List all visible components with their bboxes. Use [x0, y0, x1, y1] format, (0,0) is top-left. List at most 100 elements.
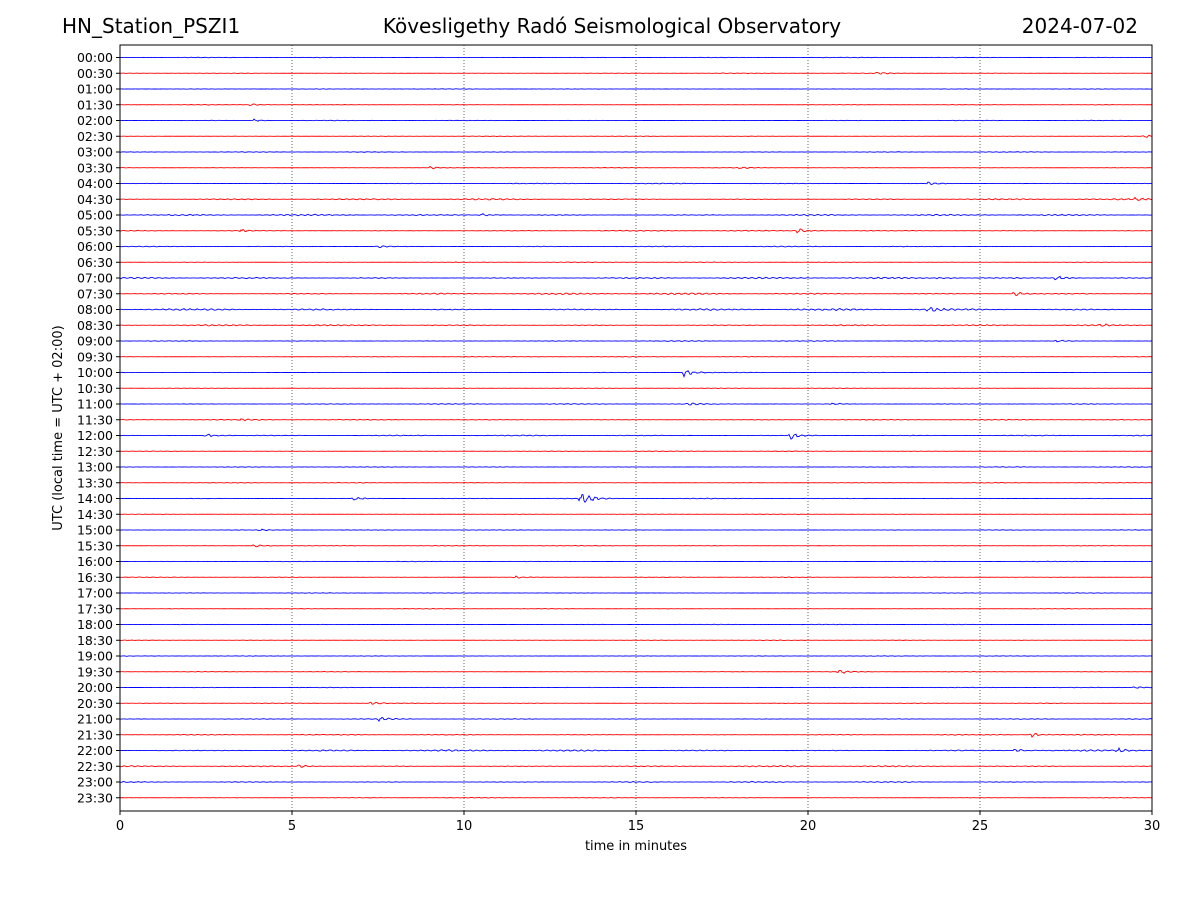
trace-0030 — [119, 71, 1153, 75]
y-tick-label: 05:00 — [77, 208, 113, 223]
trace-2200 — [119, 746, 1153, 753]
y-tick-label: 23:00 — [77, 775, 113, 790]
y-tick-label: 08:00 — [77, 302, 113, 317]
trace-layer — [119, 56, 1153, 799]
trace-0600 — [119, 245, 1153, 248]
y-tick-label: 01:00 — [77, 82, 113, 97]
y-tick-label: 23:30 — [77, 790, 113, 805]
trace-0130 — [119, 103, 1152, 107]
y-tick-label: 21:30 — [77, 727, 113, 742]
y-tick-label: 15:00 — [77, 523, 113, 538]
y-tick-label: 09:00 — [77, 334, 113, 349]
trace-1430 — [119, 513, 1153, 515]
trace-0230 — [119, 134, 1153, 138]
trace-2300 — [119, 781, 1152, 783]
y-axis-label: UTC (local time = UTC + 02:00) — [51, 325, 66, 530]
x-axis-label: time in minutes — [585, 839, 687, 854]
y-tick-label: 12:30 — [77, 444, 113, 459]
y-tick-label: 07:00 — [77, 271, 113, 286]
grid-layer — [291, 45, 981, 811]
y-tick-label: 10:30 — [77, 381, 113, 396]
trace-1930 — [119, 669, 1153, 674]
trace-0700 — [119, 275, 1153, 281]
y-tick-label: 18:30 — [77, 633, 113, 648]
x-tick-label: 20 — [800, 819, 817, 834]
trace-0100 — [120, 88, 1153, 90]
y-tick-label: 16:30 — [77, 570, 113, 585]
station-name: HN_Station_PSZI1 — [62, 14, 241, 38]
y-tick-label: 10:00 — [77, 365, 113, 380]
y-tick-label: 03:30 — [77, 160, 113, 175]
y-tick-label: 03:00 — [77, 145, 113, 160]
y-tick-label: 22:00 — [77, 743, 113, 758]
y-tick-label: 05:30 — [77, 223, 113, 238]
y-tick-label: 02:30 — [77, 129, 113, 144]
y-tick-label: 17:00 — [77, 586, 113, 601]
trace-1200 — [119, 433, 1153, 440]
trace-1830 — [119, 639, 1153, 641]
trace-1630 — [119, 575, 1153, 579]
y-tick-label: 15:30 — [77, 538, 113, 553]
trace-0830 — [119, 323, 1153, 327]
y-tick-label: 06:00 — [77, 239, 113, 254]
x-tick-label: 25 — [972, 819, 989, 834]
trace-1230 — [119, 450, 1152, 452]
trace-0930 — [119, 356, 1153, 358]
y-tick-label: 17:30 — [77, 601, 113, 616]
trace-1300 — [119, 466, 1153, 468]
trace-0400 — [119, 181, 1153, 185]
trace-0000 — [119, 56, 1153, 59]
x-tick-label: 15 — [628, 819, 645, 834]
trace-2100 — [119, 716, 1153, 723]
y-tick-label: 07:30 — [77, 286, 113, 301]
y-tick-label: 09:30 — [77, 349, 113, 364]
trace-1030 — [119, 387, 1153, 389]
y-tick-label: 01:30 — [77, 97, 113, 112]
x-tick-label: 5 — [288, 819, 296, 834]
trace-1330 — [119, 482, 1153, 484]
trace-0530 — [119, 228, 1153, 234]
x-tick-layer: 0 5 10 15 20 25 30 — [116, 811, 1160, 834]
trace-1730 — [120, 608, 1153, 610]
trace-0630 — [119, 261, 1153, 264]
y-tick-label: 19:00 — [77, 649, 113, 664]
trace-2030 — [119, 701, 1153, 705]
trace-2230 — [119, 764, 1153, 768]
y-tick-label: 22:30 — [77, 759, 113, 774]
trace-0430 — [119, 196, 1153, 201]
trace-1800 — [119, 623, 1152, 626]
y-tick-layer: 00:0000:3001:0001:3002:0002:3003:0003:30… — [77, 50, 120, 805]
trace-1700 — [119, 592, 1152, 594]
y-tick-label: 21:00 — [77, 712, 113, 727]
trace-1500 — [119, 528, 1153, 531]
trace-1900 — [119, 655, 1153, 657]
trace-1000 — [119, 370, 1153, 379]
y-tick-label: 14:00 — [77, 491, 113, 506]
y-tick-label: 00:30 — [77, 66, 113, 81]
x-tick-label: 30 — [1144, 819, 1161, 834]
y-tick-label: 16:00 — [77, 554, 113, 569]
y-tick-label: 08:30 — [77, 318, 113, 333]
trace-0300 — [119, 151, 1153, 153]
trace-0200 — [119, 118, 1153, 122]
trace-2130 — [119, 732, 1153, 738]
y-tick-label: 13:00 — [77, 460, 113, 475]
trace-0800 — [119, 306, 1153, 312]
trace-2330 — [119, 797, 1153, 799]
y-tick-label: 18:00 — [77, 617, 113, 632]
y-tick-label: 20:00 — [77, 680, 113, 695]
observatory-title: Kövesligethy Radó Seismological Observat… — [382, 14, 842, 38]
trace-1530 — [119, 544, 1152, 548]
y-tick-label: 02:00 — [77, 113, 113, 128]
trace-0500 — [119, 213, 1153, 217]
y-tick-label: 06:30 — [77, 255, 113, 270]
y-tick-label: 13:30 — [77, 475, 113, 490]
trace-0730 — [119, 291, 1153, 296]
y-tick-label: 00:00 — [77, 50, 113, 65]
y-tick-label: 11:30 — [77, 412, 113, 427]
trace-2000 — [119, 686, 1153, 689]
y-tick-label: 14:30 — [77, 507, 113, 522]
trace-1130 — [119, 418, 1153, 422]
trace-0900 — [119, 339, 1153, 343]
